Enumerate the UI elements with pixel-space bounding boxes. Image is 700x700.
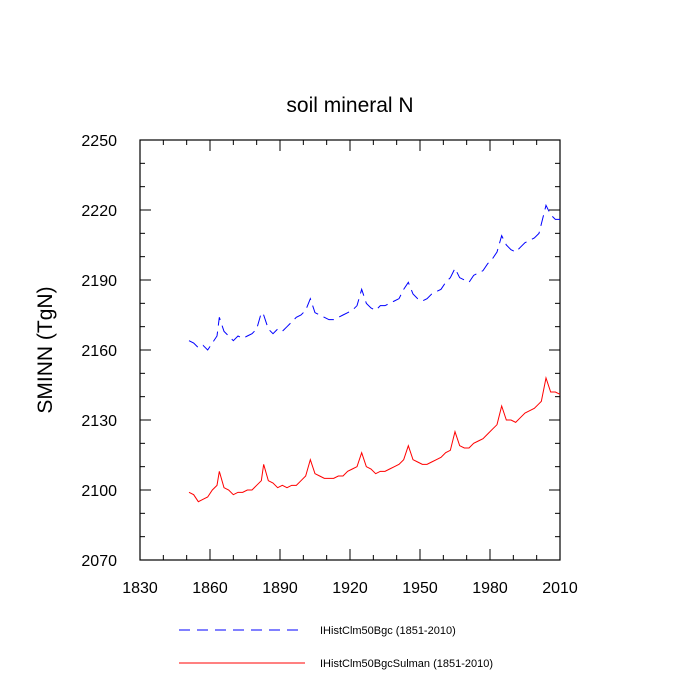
y-tick-label: 2130 <box>81 413 117 430</box>
y-tick-label: 2220 <box>81 203 117 220</box>
legend-label-2: IHistClm50BgcSulman (1851-2010) <box>320 658 493 670</box>
plot-frame <box>139 139 561 561</box>
axis-ticks <box>139 139 561 561</box>
series-line-1 <box>188 203 560 351</box>
y-tick-label: 2160 <box>81 343 117 360</box>
axis-tick-labels: 1830 1860 1890 1920 1950 1980 2010 2070 2100 2130… <box>81 133 577 597</box>
x-tick-label: 1980 <box>472 580 508 597</box>
chart-title: soil mineral N <box>286 94 413 117</box>
series-lines <box>188 203 561 503</box>
x-tick-label: 1830 <box>122 580 158 597</box>
y-tick-label: 2070 <box>81 553 117 570</box>
y-axis-label: SMINN (TgN) <box>34 286 57 413</box>
x-tick-label: 1920 <box>332 580 368 597</box>
legend: IHistClm50Bgc (1851-2010) IHistClm50BgcSu… <box>179 625 493 670</box>
x-tick-label: 1890 <box>262 580 298 597</box>
x-tick-label: 2010 <box>542 580 578 597</box>
y-tick-label: 2100 <box>81 483 117 500</box>
x-tick-label: 1860 <box>192 580 228 597</box>
y-tick-label: 2250 <box>81 133 117 150</box>
series-line-2 <box>188 376 561 503</box>
legend-label-1: IHistClm50Bgc (1851-2010) <box>320 625 456 637</box>
x-tick-label: 1950 <box>402 580 438 597</box>
y-tick-label: 2190 <box>81 273 117 290</box>
